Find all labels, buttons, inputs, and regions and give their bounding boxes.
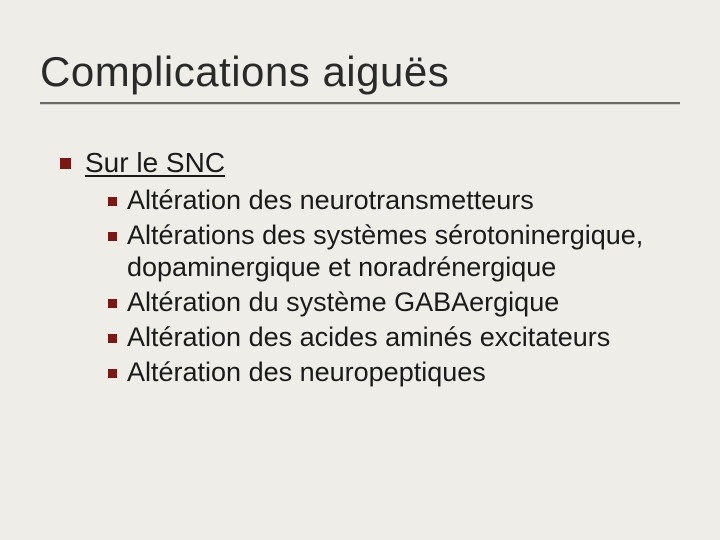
list-item-level2-text: Altérations des systèmes sérotoninergiqu…	[127, 219, 670, 285]
title-area: Complications aiguës	[40, 48, 680, 104]
square-bullet-icon	[60, 158, 71, 169]
list-item-level1-text: Sur le SNC	[85, 146, 225, 180]
list-item-level2: Altération des acides aminés excitateurs	[108, 321, 670, 354]
list-item-level2-text: Altération des neuropeptiques	[127, 356, 486, 389]
square-bullet-icon	[108, 197, 117, 206]
list-item-level2-text: Altération du système GABAergique	[127, 286, 559, 319]
list-item-level2-text: Altération des neurotransmetteurs	[127, 184, 534, 217]
sublist: Altération des neurotransmetteurs Altéra…	[108, 184, 670, 390]
list-item-level1: Sur le SNC	[60, 146, 670, 180]
slide-body: Sur le SNC Altération des neurotransmett…	[60, 146, 670, 391]
slide: { "slide": { "title": "Complications aig…	[0, 0, 720, 540]
list-item-level2-text: Altération des acides aminés excitateurs	[127, 321, 610, 354]
square-bullet-icon	[108, 369, 117, 378]
square-bullet-icon	[108, 334, 117, 343]
list-item-level2: Altération des neuropeptiques	[108, 356, 670, 389]
square-bullet-icon	[108, 232, 117, 241]
page-title: Complications aiguës	[40, 48, 680, 96]
square-bullet-icon	[108, 299, 117, 308]
title-underline-rule	[40, 102, 680, 104]
list-item-level2: Altérations des systèmes sérotoninergiqu…	[108, 219, 670, 285]
list-item-level2: Altération du système GABAergique	[108, 286, 670, 319]
list-item-level2: Altération des neurotransmetteurs	[108, 184, 670, 217]
